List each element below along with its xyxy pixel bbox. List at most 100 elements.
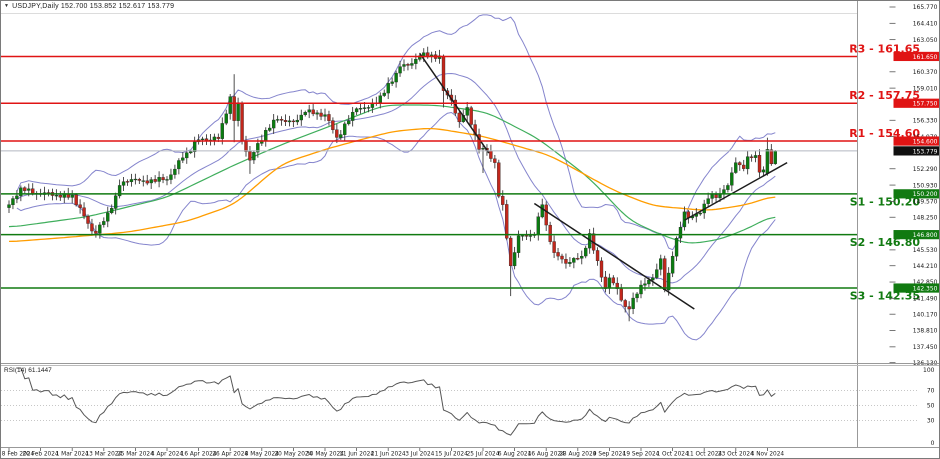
time-axis[interactable] [1, 447, 940, 459]
bull-candle [730, 172, 734, 186]
bull-candle [710, 194, 714, 199]
date-label: 3 Jul 2024 [405, 452, 434, 458]
bear-candle [619, 288, 623, 301]
price-badge [893, 51, 939, 62]
bull-candle [402, 64, 406, 67]
date-label: 23 Oct 2024 [718, 452, 754, 458]
rsi-scale-label: 30 [927, 418, 935, 425]
bull-candle [651, 277, 655, 281]
bull-candle [670, 255, 675, 274]
bull-candle [70, 194, 74, 198]
bear-candle [137, 179, 142, 181]
bear-candle [749, 156, 754, 158]
bull-candle [252, 152, 256, 161]
price-tick-label: 141.490 [913, 296, 938, 303]
bull-candle [647, 279, 651, 285]
chart-area[interactable] [1, 14, 857, 363]
date-label: 11 Oct 2024 [686, 452, 722, 458]
price-tick-label: 160.370 [913, 69, 938, 76]
bull-candle [358, 108, 363, 110]
bull-candle [169, 174, 173, 180]
bull-candle [149, 179, 153, 184]
bull-candle [102, 221, 106, 225]
rsi-indicator-label: RSI(14) 61.1447 [4, 367, 52, 374]
bull-candle [323, 114, 327, 117]
bull-candle [7, 204, 11, 208]
bull-candle [568, 262, 572, 264]
price-badge-label: 146.800 [913, 232, 938, 239]
bear-candle [564, 259, 568, 264]
bull-candle [271, 119, 276, 129]
price-badge [893, 98, 939, 108]
price-tick-label: 159.010 [913, 85, 938, 92]
bull-candle [117, 185, 122, 197]
price-badge-label: 154.600 [913, 138, 938, 145]
bull-candle [189, 151, 193, 154]
price-tick-label: 137.450 [913, 344, 938, 351]
bear-candle [283, 120, 288, 122]
date-label: 1 Mar 2024 [56, 452, 89, 458]
bull-candle [113, 195, 118, 209]
price-axis[interactable] [857, 1, 940, 447]
bull-candle [275, 119, 280, 121]
bull-candle [200, 138, 205, 141]
date-label: 13 Mar 2024 [85, 452, 122, 458]
bear-candle [291, 120, 296, 123]
bull-candle [299, 114, 303, 121]
bull-candle [465, 107, 469, 116]
bear-candle [769, 149, 774, 165]
bull-candle [295, 119, 300, 123]
chart-title: ▼ USDJPY,Daily 152.700 153.852 152.617 15… [4, 3, 174, 10]
bear-candle [742, 164, 746, 169]
trendline-up[interactable] [684, 161, 788, 221]
bull-candle [366, 107, 371, 109]
rsi-scale-label: 100 [923, 367, 935, 374]
date-label: 19 Sep 2024 [623, 452, 660, 458]
bear-candle [623, 300, 627, 307]
date-label: 8 Feb 2024 [2, 452, 35, 458]
bull-candle [27, 188, 31, 191]
bear-candle [524, 235, 529, 237]
bull-candle [212, 136, 217, 141]
bear-candle [493, 158, 497, 163]
bollinger-lower-band [16, 112, 776, 341]
bull-candle [268, 127, 272, 131]
bear-candle [505, 204, 509, 239]
bear-candle [552, 241, 556, 253]
bull-candle [287, 120, 292, 123]
bear-candle [611, 277, 616, 284]
price-tick-label: 145.530 [913, 247, 938, 254]
bear-candle [319, 112, 323, 117]
bull-candle [414, 58, 418, 64]
price-badge-label: 157.750 [913, 101, 938, 108]
bull-candle [347, 120, 351, 125]
bear-candle [714, 194, 718, 198]
bull-candle [315, 112, 319, 115]
bull-candle [362, 107, 367, 109]
date-label: 4 Nov 2024 [751, 452, 785, 458]
price-tick-label: 144.210 [913, 263, 938, 270]
bull-candle [481, 148, 485, 150]
bull-candle [343, 123, 347, 135]
bear-candle [627, 306, 631, 310]
bull-candle [354, 108, 359, 113]
bull-candle [745, 156, 750, 170]
date-label: 9 Sep 2024 [593, 452, 626, 458]
bear-candle [74, 194, 78, 206]
bull-candle [678, 226, 683, 239]
trendline-down[interactable] [533, 202, 695, 310]
bull-candle [761, 169, 766, 173]
price-tick-label: 152.290 [913, 166, 938, 173]
bear-candle [94, 230, 98, 234]
bull-candle [177, 160, 181, 170]
rsi-pane[interactable] [1, 366, 857, 447]
bull-candle [192, 141, 197, 152]
bear-candle [327, 114, 331, 121]
date-label: 11 Jun 2024 [339, 452, 374, 458]
bull-candle [106, 212, 110, 222]
price-tick-label: 140.170 [913, 311, 938, 318]
bull-candle [220, 123, 224, 139]
bull-candle [224, 113, 228, 124]
